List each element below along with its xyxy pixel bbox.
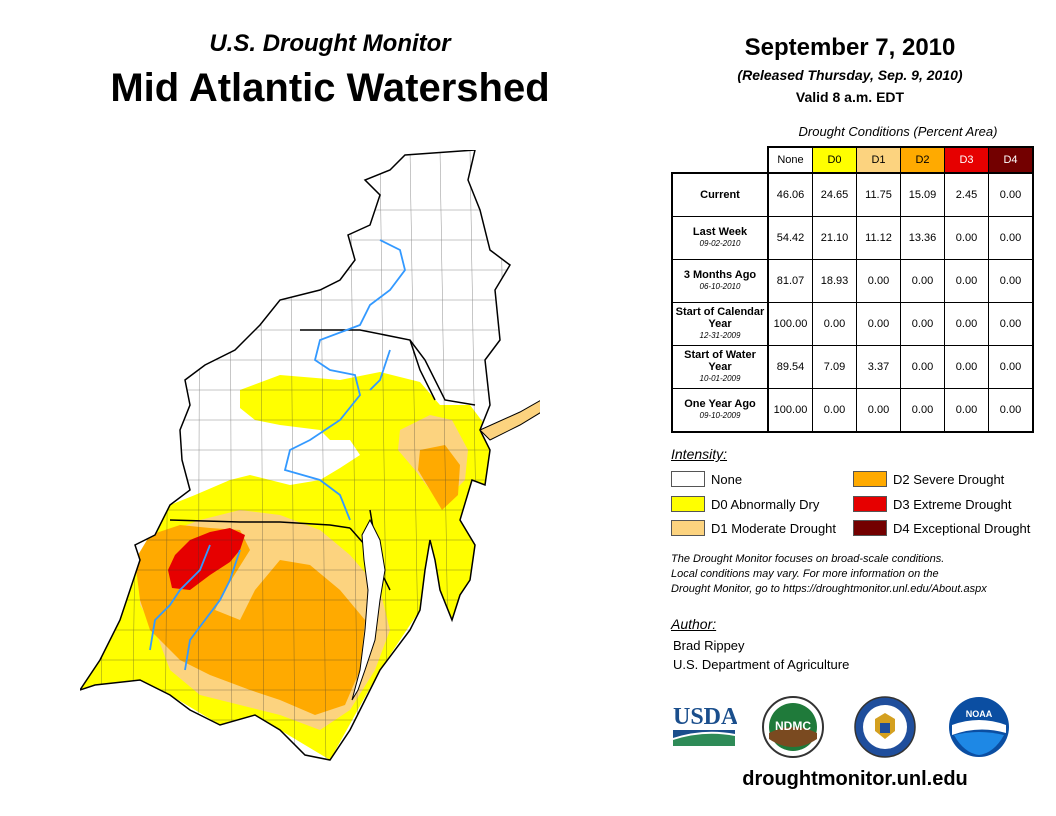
table-cell: 0.00 — [900, 345, 945, 389]
column-header-d0: D0 — [812, 146, 857, 174]
noaa-logo: NOAA — [949, 697, 1009, 757]
table-row: Last Week 09-02-2010 54.42 21.10 11.12 13… — [671, 216, 1034, 260]
chesapeake-bay — [351, 518, 386, 701]
table-cell: 0.00 — [812, 388, 857, 433]
row-label: 3 Months Ago 06-10-2010 — [671, 259, 769, 303]
table-cell: 3.37 — [856, 345, 901, 389]
ndmc-logo: NDMC — [762, 696, 824, 758]
table-cell: 13.36 — [900, 216, 945, 260]
table-cell: 0.00 — [856, 259, 901, 303]
area-d3 — [168, 528, 245, 590]
table-cell: 0.00 — [988, 302, 1034, 346]
table-cell: 7.09 — [812, 345, 857, 389]
info-note: The Drought Monitor focuses on broad-sca… — [671, 553, 987, 595]
row-date: 06-10-2010 — [699, 282, 741, 291]
table-cell: 89.54 — [767, 345, 813, 389]
svg-text:USDA: USDA — [673, 704, 737, 730]
release-date: (Released Thursday, Sep. 9, 2010) — [737, 67, 963, 83]
table-cell: 0.00 — [900, 259, 945, 303]
conditions-table: None D0 D1 D2 D3 D4 Current 46.06 24.65 … — [671, 146, 1034, 433]
table-cell: 11.12 — [856, 216, 901, 260]
table-cell: 0.00 — [944, 216, 989, 260]
table-cell: 0.00 — [944, 302, 989, 346]
legend-item-d2: D2 Severe Drought — [853, 471, 1004, 487]
legend-title: Intensity: — [671, 446, 728, 462]
table-cell: 15.09 — [900, 172, 945, 217]
legend-item-d4: D4 Exceptional Drought — [853, 520, 1030, 536]
author-org: U.S. Department of Agriculture — [673, 657, 850, 672]
drought-map — [80, 150, 540, 761]
legend-item-none: None — [671, 471, 742, 487]
legend-swatch — [671, 471, 705, 487]
table-cell: 11.75 — [856, 172, 901, 217]
table-cell: 21.10 — [812, 216, 857, 260]
legend-item-d3: D3 Extreme Drought — [853, 496, 1012, 512]
legend-swatch — [853, 520, 887, 536]
row-label: Start of Water Year 10-01-2009 — [671, 345, 769, 389]
row-label: Start of Calendar Year 12-31-2009 — [671, 302, 769, 346]
table-cell: 81.07 — [767, 259, 813, 303]
map-title: Mid Atlantic Watershed — [110, 66, 550, 110]
table-cell: 0.00 — [856, 388, 901, 433]
column-header-d1: D1 — [856, 146, 901, 174]
row-date: 09-10-2009 — [699, 411, 741, 420]
row-label: Last Week 09-02-2010 — [671, 216, 769, 260]
footer-url[interactable]: droughtmonitor.unl.edu — [742, 768, 968, 790]
commerce-seal-icon — [854, 696, 916, 758]
rivers — [149, 239, 406, 671]
table-cell: 0.00 — [900, 388, 945, 433]
table-cell: 0.00 — [944, 388, 989, 433]
legend-swatch — [671, 520, 705, 536]
column-header-d4: D4 — [988, 146, 1034, 174]
conditions-caption: Drought Conditions (Percent Area) — [798, 124, 998, 139]
row-label: Current — [671, 172, 769, 217]
svg-text:NDMC: NDMC — [775, 719, 811, 733]
table-cell: 18.93 — [812, 259, 857, 303]
table-cell: 100.00 — [767, 302, 813, 346]
table-cell: 0.00 — [988, 172, 1034, 217]
table-row: 3 Months Ago 06-10-2010 81.07 18.93 0.00 … — [671, 259, 1034, 303]
legend-swatch — [853, 471, 887, 487]
table-cell: 0.00 — [988, 388, 1034, 433]
author-title: Author: — [671, 616, 717, 632]
column-header-d3: D3 — [944, 146, 989, 174]
row-label: One Year Ago 09-10-2009 — [671, 388, 769, 433]
svg-text:NOAA: NOAA — [966, 709, 993, 719]
column-header-none: None — [767, 146, 813, 174]
row-date: 09-02-2010 — [699, 239, 741, 248]
table-cell: 0.00 — [856, 302, 901, 346]
legend-swatch — [853, 496, 887, 512]
table-cell: 0.00 — [944, 259, 989, 303]
table-cell: 46.06 — [767, 172, 813, 217]
table-cell: 0.00 — [988, 345, 1034, 389]
table-cell: 24.65 — [812, 172, 857, 217]
row-date: 10-01-2009 — [699, 374, 741, 383]
table-cell: 0.00 — [812, 302, 857, 346]
table-row: Start of Calendar Year 12-31-2009 100.00 … — [671, 302, 1034, 346]
author-name: Brad Rippey — [673, 638, 745, 653]
map-date: September 7, 2010 — [744, 34, 956, 61]
table-cell: 0.00 — [944, 345, 989, 389]
table-cell: 0.00 — [988, 216, 1034, 260]
table-cell: 0.00 — [988, 259, 1034, 303]
usda-logo: USDA — [673, 704, 737, 746]
table-cell: 2.45 — [944, 172, 989, 217]
map-subtitle: U.S. Drought Monitor — [209, 30, 451, 57]
legend-item-d0: D0 Abnormally Dry — [671, 496, 819, 512]
legend-item-d1: D1 Moderate Drought — [671, 520, 836, 536]
long-island — [479, 400, 540, 441]
table-cell: 100.00 — [767, 388, 813, 433]
table-row: One Year Ago 09-10-2009 100.00 0.00 0.00 … — [671, 388, 1034, 433]
table-cell: 0.00 — [900, 302, 945, 346]
table-cell: 54.42 — [767, 216, 813, 260]
column-header-d2: D2 — [900, 146, 945, 174]
row-date: 12-31-2009 — [699, 331, 741, 340]
valid-time: Valid 8 a.m. EDT — [795, 89, 905, 105]
legend-swatch — [671, 496, 705, 512]
table-row: Current 46.06 24.65 11.75 15.09 2.45 0.0… — [671, 172, 1034, 217]
region-outline — [80, 150, 511, 761]
table-row: Start of Water Year 10-01-2009 89.54 7.09… — [671, 345, 1034, 389]
area-d2 — [135, 445, 460, 715]
